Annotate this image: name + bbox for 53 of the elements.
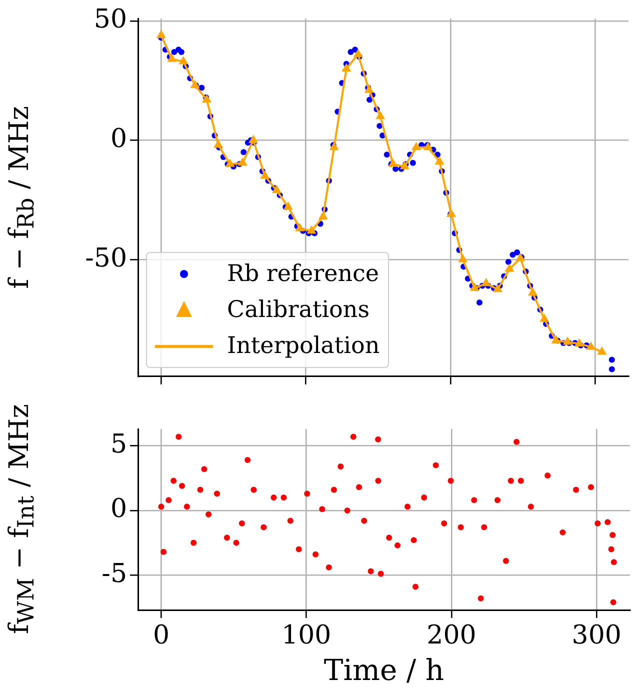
point (353, 48, 363, 58)
x-tick-label: 0 (152, 620, 170, 650)
point (272, 184, 282, 194)
point (364, 84, 374, 93)
point (446, 208, 456, 217)
point (574, 338, 584, 346)
point (388, 158, 398, 167)
point (306, 225, 316, 234)
y-tick-label: 50 (94, 4, 127, 35)
point (214, 140, 224, 148)
point (458, 254, 468, 262)
y-tick-label: -5 (102, 558, 127, 589)
point (329, 142, 339, 150)
point (597, 346, 607, 355)
point (551, 335, 561, 344)
y-tick-label: 5 (110, 430, 127, 460)
point (540, 314, 550, 322)
y-tick-label: 0 (110, 494, 127, 524)
point (411, 142, 422, 150)
point (178, 56, 188, 64)
point (167, 54, 177, 62)
x-tick-label: 200 (426, 620, 476, 650)
point (434, 156, 444, 164)
point (492, 284, 502, 292)
point (470, 282, 480, 291)
point (248, 134, 258, 143)
y-tick-label: 0 (110, 124, 127, 154)
point (260, 170, 270, 179)
point (562, 336, 572, 345)
point (481, 278, 491, 286)
point (376, 110, 386, 120)
legend-label: Calibrations (227, 297, 370, 324)
point (156, 30, 166, 38)
point (516, 252, 526, 262)
y-tick-label: -50 (85, 243, 127, 274)
point (190, 80, 200, 88)
legend-label: Rb reference (227, 261, 379, 288)
x-tick-label: 100 (282, 620, 332, 650)
point (238, 157, 248, 166)
x-axis-title: Time / h (324, 653, 444, 688)
point (283, 202, 293, 210)
point (295, 223, 305, 232)
point (318, 211, 328, 220)
x-tick-label: 300 (572, 620, 622, 650)
point (586, 342, 596, 350)
point (225, 158, 235, 167)
point (423, 142, 433, 150)
point (202, 94, 212, 102)
legend-label: Interpolation (227, 333, 380, 360)
point (504, 264, 514, 272)
point (528, 287, 538, 296)
point (342, 63, 352, 72)
point (400, 160, 410, 170)
